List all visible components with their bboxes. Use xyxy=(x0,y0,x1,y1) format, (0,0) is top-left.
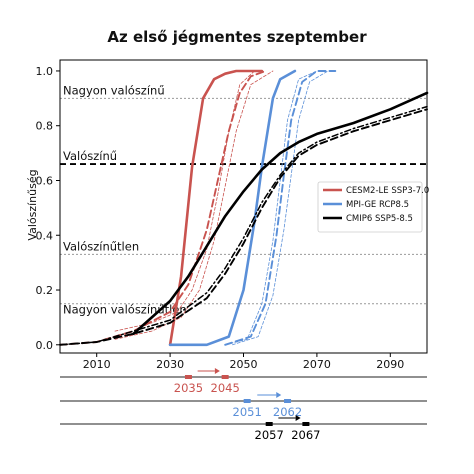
series-line xyxy=(224,70,337,346)
marker-arrow-head xyxy=(276,392,282,398)
y-tick-label: 0.4 xyxy=(36,229,54,242)
series-line xyxy=(114,70,255,332)
y-tick-label: 0.6 xyxy=(36,174,54,187)
series-line xyxy=(114,70,274,340)
x-tick-label: 2050 xyxy=(230,358,258,371)
y-tick-label: 0.8 xyxy=(36,120,54,133)
y-tick-label: 0.2 xyxy=(36,284,54,297)
marker-to-year: 2067 xyxy=(291,428,320,442)
marker-from-year: 2035 xyxy=(174,381,203,395)
marker-tick xyxy=(243,399,251,403)
series-lines xyxy=(59,69,429,347)
series-line xyxy=(132,91,429,336)
chart-title: Az első jégmentes szeptember xyxy=(107,28,367,46)
y-axis-label: Valószínűség xyxy=(26,169,39,240)
series-line xyxy=(59,105,428,346)
x-tick-label: 2090 xyxy=(376,358,404,371)
series-line xyxy=(59,108,428,346)
legend-entry: MPI-GE RCP8.5 xyxy=(346,200,409,210)
reference-line-label: Valószínű xyxy=(63,149,117,163)
series-line xyxy=(224,70,318,346)
legend-box xyxy=(317,181,423,233)
legend-entry: CMIP6 SSP5-8.5 xyxy=(346,214,413,224)
legend: CESM2-LE SSP3-7.0 MPI-GE RCP8.5 CMIP6 SSP5… xyxy=(317,181,429,233)
x-tick-label: 2030 xyxy=(156,358,184,371)
marker-arrow-head xyxy=(214,368,220,374)
year-markers: 2035 2045 2051 2062 2057 2067 xyxy=(60,368,427,442)
axis-ticks: 2010 2030 2050 2070 2090 0.0 0.2 0.4 0.6 0.8 1.0 xyxy=(36,65,405,371)
marker-tick xyxy=(221,375,229,379)
marker-arrow-head xyxy=(295,415,301,421)
x-tick-label: 2010 xyxy=(83,358,111,371)
marker-from-year: 2051 xyxy=(233,405,262,419)
x-tick-label: 2070 xyxy=(303,358,331,371)
y-tick-label: 0.0 xyxy=(36,339,54,352)
reference-line-label: Nagyon valószínűtlen xyxy=(63,303,187,317)
marker-tick xyxy=(184,375,192,379)
series-line xyxy=(232,70,329,346)
marker-to-year: 2062 xyxy=(273,405,302,419)
reference-line-label: Nagyon valószínű xyxy=(63,83,165,97)
marker-tick xyxy=(284,399,292,403)
marker-tick xyxy=(302,422,310,426)
y-tick-label: 1.0 xyxy=(36,65,54,78)
reference-line-label: Valószínűtlen xyxy=(63,239,139,253)
marker-tick xyxy=(265,422,273,426)
legend-entry: CESM2-LE SSP3-7.0 xyxy=(346,186,429,196)
series-line xyxy=(168,69,264,347)
marker-from-year: 2057 xyxy=(255,428,284,442)
marker-to-year: 2045 xyxy=(211,381,240,395)
